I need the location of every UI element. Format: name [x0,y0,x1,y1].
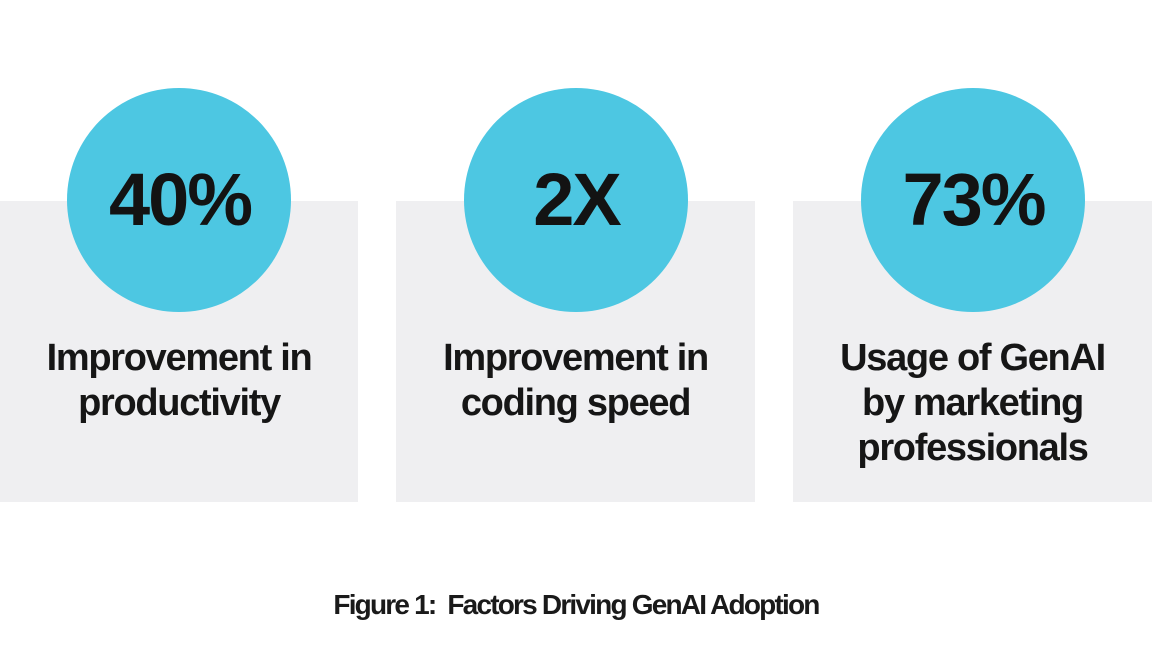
figure-caption: Figure 1: Factors Driving GenAI Adoption [333,589,820,620]
stat-label: Usage of GenAI by marketing professional… [840,337,1106,469]
stat-card-marketing-usage: 73% Usage of GenAI by marketing professi… [793,88,1152,502]
stat-value: 2X [533,158,622,241]
stat-circle: 73% [860,88,1085,312]
stat-value: 40% [108,158,253,241]
stat-circle: 40% [67,88,291,312]
stat-card-coding-speed: 2X Improvement in coding speed [396,88,755,502]
stat-card-productivity: 40% Improvement in productivity [0,88,358,502]
stat-value: 73% [902,158,1046,241]
stat-circle: 2X [463,88,688,312]
stat-label: Improvement in productivity [46,337,313,424]
stat-label: Improvement in coding speed [443,337,709,424]
